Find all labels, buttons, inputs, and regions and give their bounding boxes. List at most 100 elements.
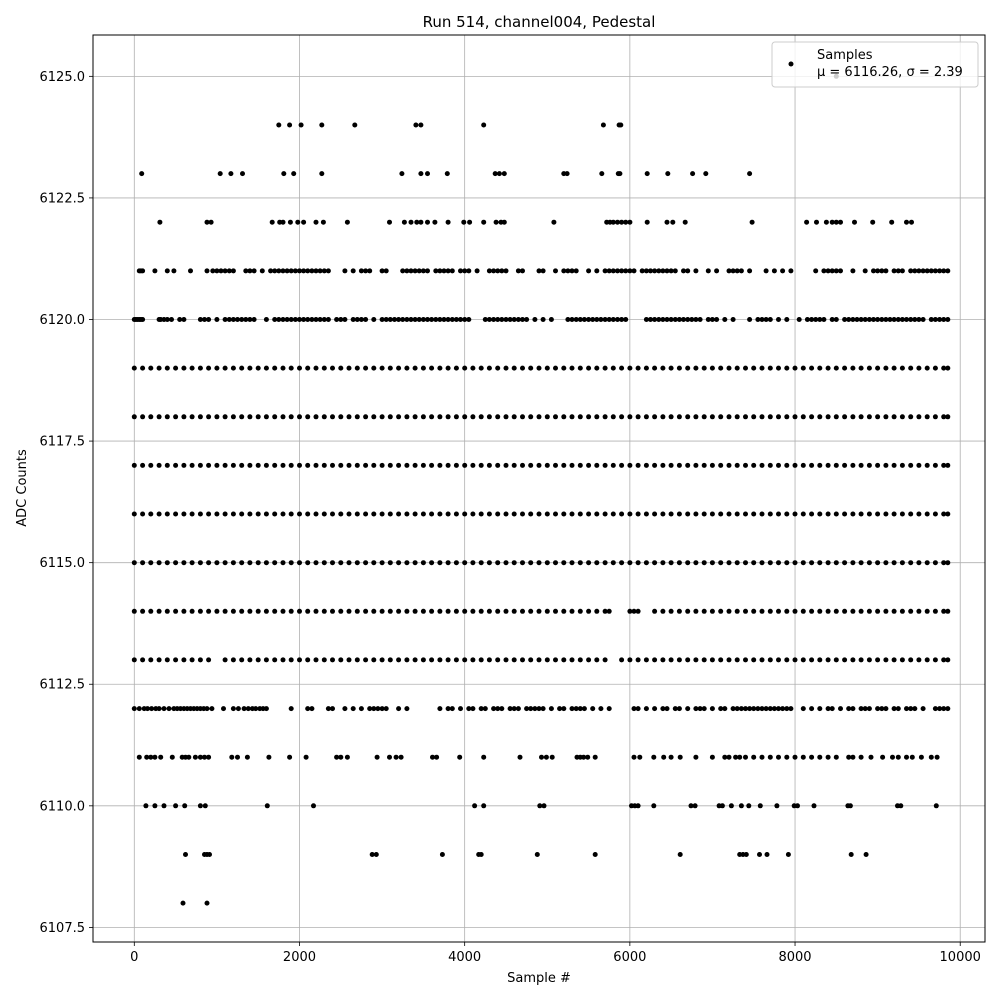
data-point (879, 317, 885, 322)
data-point (883, 657, 889, 663)
data-point (759, 317, 765, 322)
data-point (197, 560, 203, 566)
data-point (437, 657, 443, 663)
data-point (334, 317, 340, 322)
data-point (627, 657, 633, 663)
data-point (660, 462, 666, 468)
data-point (660, 608, 666, 614)
data-point (313, 317, 319, 322)
data-point (557, 706, 563, 712)
data-point (387, 317, 393, 322)
data-point (156, 462, 162, 468)
data-point (804, 317, 810, 322)
data-point (528, 657, 534, 663)
data-point (718, 511, 724, 517)
data-point (643, 511, 649, 517)
data-point (709, 414, 715, 420)
data-point (916, 657, 922, 663)
data-point (767, 511, 773, 517)
data-point (445, 657, 451, 663)
data-point (759, 560, 765, 566)
data-point (313, 462, 319, 468)
data-point (437, 608, 443, 614)
data-point (875, 414, 881, 420)
data-point (751, 511, 757, 517)
data-point (288, 560, 294, 566)
data-point (891, 511, 897, 517)
data-point (858, 462, 864, 468)
data-point (420, 657, 426, 663)
data-point (842, 317, 848, 322)
data-point (866, 365, 872, 371)
data-point (928, 754, 934, 760)
data-point (387, 414, 393, 420)
data-point (418, 219, 424, 225)
data-point (375, 706, 381, 712)
data-point (746, 803, 752, 809)
data-point (672, 317, 678, 322)
data-point (136, 754, 142, 760)
data-point (804, 219, 810, 225)
data-point (358, 268, 364, 274)
data-point (429, 462, 435, 468)
data-point (511, 657, 517, 663)
data-point (180, 900, 186, 906)
data-point (631, 268, 637, 274)
data-point (639, 268, 645, 274)
data-point (399, 171, 405, 177)
data-point (363, 657, 369, 663)
data-point (439, 852, 445, 857)
data-point (924, 657, 930, 663)
data-point (383, 706, 389, 712)
data-point (204, 900, 210, 906)
data-point (429, 608, 435, 614)
y-tick-label: 6120.0 (40, 313, 86, 328)
data-point (544, 608, 550, 614)
data-point (152, 754, 158, 760)
data-point (445, 706, 451, 712)
data-point (230, 317, 236, 322)
data-point (499, 706, 505, 712)
data-point (188, 268, 193, 274)
data-point (396, 608, 402, 614)
data-point (313, 560, 319, 566)
data-point (511, 462, 517, 468)
data-point (486, 365, 492, 371)
data-point (767, 706, 773, 712)
data-point (255, 560, 261, 566)
data-point (833, 414, 839, 420)
data-point (317, 317, 323, 322)
data-point (305, 365, 311, 371)
data-point (941, 268, 947, 274)
data-point (561, 608, 567, 614)
data-point (462, 414, 468, 420)
data-point (453, 608, 459, 614)
data-point (817, 414, 823, 420)
data-point (319, 122, 325, 128)
data-point (239, 560, 245, 566)
data-point (726, 268, 732, 274)
data-point (937, 268, 943, 274)
data-point (932, 511, 938, 517)
data-point (937, 706, 943, 712)
data-point (652, 317, 658, 322)
data-point (697, 706, 703, 712)
data-point (606, 268, 612, 274)
data-point (230, 511, 236, 517)
y-axis-label: ADC Counts (15, 449, 30, 527)
data-point (528, 706, 534, 712)
data-point (743, 560, 748, 566)
data-point (553, 657, 558, 663)
data-point (251, 317, 257, 322)
data-point (767, 754, 773, 760)
data-point (280, 608, 286, 614)
data-point (899, 657, 905, 663)
data-point (891, 560, 897, 566)
data-point (338, 511, 344, 517)
data-point (776, 462, 781, 468)
data-point (181, 365, 187, 371)
data-point (309, 706, 315, 712)
data-point (148, 365, 154, 371)
data-point (644, 219, 650, 225)
data-point (404, 657, 410, 663)
